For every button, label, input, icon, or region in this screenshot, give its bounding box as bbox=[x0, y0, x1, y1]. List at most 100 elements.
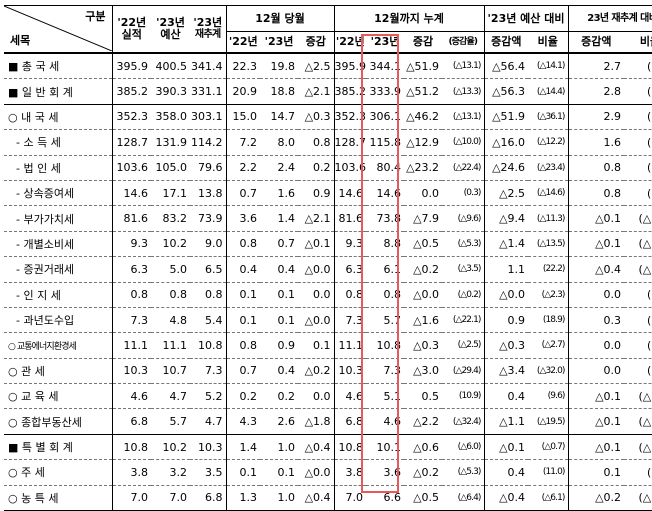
row-name: ■ 총 국 세 bbox=[4, 53, 112, 80]
row-value: (△32.4) bbox=[442, 408, 485, 435]
header-vs-budget: '23년 예산 대비 bbox=[483, 5, 569, 32]
row-value: △0.1 bbox=[567, 408, 625, 435]
row-value: (△0.2) bbox=[442, 282, 485, 308]
header-vs-reestimate: 23년 재추계 대비 bbox=[567, 5, 652, 32]
row-value: 1.1 bbox=[483, 256, 529, 283]
row-value: △0.1 bbox=[483, 434, 529, 461]
row-value: 9.3 bbox=[111, 231, 151, 258]
row-value: (△13.1) bbox=[442, 104, 485, 131]
row-value: △2.5 bbox=[483, 180, 529, 207]
row-value: 4.6 bbox=[111, 383, 151, 410]
row-value: 19.8 bbox=[260, 53, 298, 80]
row-value: 0.9 bbox=[260, 332, 298, 359]
row-value: 14.6 bbox=[111, 180, 151, 207]
row-value: △7.9 bbox=[404, 205, 443, 232]
row-value: (△23.4) bbox=[528, 155, 569, 181]
row-value: 0.7 bbox=[225, 180, 260, 207]
table-row: ○ 농 특 세 7.0 7.0 6.8 1.3 1.0 △0.4 7.0 6.6 △0.5 (△6.… bbox=[4, 485, 652, 511]
row-value: 73.9 bbox=[190, 205, 226, 232]
row-value: 114.2 bbox=[190, 129, 226, 156]
row-value: (△0.7) bbox=[528, 434, 569, 461]
row-value: 0.8 bbox=[111, 282, 151, 308]
row-value: 4.6 bbox=[333, 383, 367, 410]
row-value: (5.6) bbox=[624, 307, 652, 334]
row-value: (△10.0) bbox=[442, 129, 485, 156]
row-value: △1.4 bbox=[483, 231, 529, 258]
row-value: 1.4 bbox=[260, 205, 298, 232]
row-name: ○ 주 세 bbox=[4, 459, 112, 486]
row-value: (△2.7) bbox=[528, 332, 569, 359]
table-row: ○ 주 세 3.8 3.2 3.5 0.1 0.1 △0.0 3.8 3.6 △0.2 (△5.3)… bbox=[4, 459, 652, 486]
row-value: (△22.4) bbox=[442, 155, 485, 181]
row-value: 105.0 bbox=[151, 155, 190, 181]
tax-revenue-table: 구분 세목 '22년 실적 '23년 예산 '23년 재추계 12월 당월 12월까지… bbox=[4, 5, 652, 511]
sub-header: '23년 bbox=[260, 31, 298, 54]
row-value: 131.9 bbox=[151, 129, 190, 156]
row-value: △0.5 bbox=[404, 231, 443, 258]
row-value: 0.8 bbox=[298, 129, 335, 156]
row-value: 0.1 bbox=[225, 282, 260, 308]
row-value: △2.2 bbox=[404, 408, 443, 435]
row-value: 306.1 bbox=[366, 104, 405, 131]
row-value: (18.9) bbox=[528, 307, 569, 334]
row-value: 11.1 bbox=[151, 332, 190, 359]
row-value: (△11.3) bbox=[528, 205, 569, 232]
table-row: ○ 종합부동산세 6.8 5.7 4.7 4.3 2.6 △1.8 6.8 4.6 △2.2 (△3… bbox=[4, 408, 652, 435]
row-value: 0.9 bbox=[483, 307, 529, 334]
row-value: 6.8 bbox=[190, 485, 226, 511]
row-value: 10.2 bbox=[151, 434, 190, 461]
row-value: 6.5 bbox=[190, 256, 226, 283]
row-value: △0.4 bbox=[298, 485, 335, 511]
row-value: △0.3 bbox=[298, 104, 335, 131]
table-row: - 과년도수입 7.3 4.8 5.4 0.1 0.1 △0.0 7.3 5.7 △1.6 (△22… bbox=[4, 307, 652, 334]
row-value: 10.8 bbox=[190, 332, 226, 359]
row-value: (△6.0) bbox=[442, 434, 485, 461]
table-row: ■ 특 별 회 계 10.8 10.2 10.3 1.4 1.0 △0.4 10.8 10.1 △… bbox=[4, 434, 652, 461]
row-value: (△6.4) bbox=[442, 485, 485, 511]
row-value: 103.6 bbox=[111, 155, 151, 181]
sub-header: '22년 bbox=[333, 31, 367, 54]
row-value: (△12.2) bbox=[528, 129, 569, 156]
sub-header: (증감율) bbox=[442, 31, 485, 54]
table-row: - 인 지 세 0.8 0.8 0.8 0.1 0.1 0.0 0.8 0.8 △0.0 (△0.2… bbox=[4, 282, 652, 308]
row-value: 1.3 bbox=[225, 485, 260, 511]
table-row: - 부가가치세 81.6 83.2 73.9 3.6 1.4 △2.1 81.6 73.8 △7.… bbox=[4, 205, 652, 232]
sub-header: 비율 bbox=[528, 31, 569, 54]
row-value: (△5.3) bbox=[442, 459, 485, 486]
row-name: - 부가가치세 bbox=[4, 205, 112, 232]
row-value: (△1.4) bbox=[624, 408, 652, 435]
row-value: (△2.3) bbox=[528, 282, 569, 308]
sub-header: 증감 bbox=[298, 31, 335, 54]
row-value: △0.5 bbox=[404, 485, 443, 511]
row-value: (9.6) bbox=[528, 383, 569, 410]
row-value: 344.1 bbox=[366, 53, 405, 80]
row-name: ■ 특 별 회 계 bbox=[4, 434, 112, 461]
row-value: 0.1 bbox=[298, 332, 335, 359]
row-name: - 과년도수입 bbox=[4, 307, 112, 334]
row-value: (△1.4) bbox=[624, 383, 652, 410]
row-value: 2.7 bbox=[567, 53, 625, 80]
row-value: 11.1 bbox=[333, 332, 367, 359]
table-row: ■ 총 국 세 395.9 400.5 341.4 22.3 19.8 △2.5 395.9 3… bbox=[4, 53, 652, 80]
row-value: (△36.1) bbox=[528, 104, 569, 131]
row-value: △1.6 bbox=[404, 307, 443, 334]
row-value: 7.0 bbox=[333, 485, 367, 511]
row-value: 4.7 bbox=[151, 383, 190, 410]
row-value: 3.6 bbox=[225, 205, 260, 232]
row-value: (1.0) bbox=[624, 155, 652, 181]
row-value: 7.3 bbox=[333, 307, 367, 334]
row-value: (△14.1) bbox=[528, 53, 569, 80]
row-value: 6.6 bbox=[366, 485, 405, 511]
row-value: 10.1 bbox=[366, 434, 405, 461]
row-value: 0.1 bbox=[567, 459, 625, 486]
row-value: △0.2 bbox=[404, 256, 443, 283]
row-value: 0.2 bbox=[225, 383, 260, 410]
row-value: 0.4 bbox=[483, 459, 529, 486]
row-value: △1.8 bbox=[298, 408, 335, 435]
row-value: 2.6 bbox=[260, 408, 298, 435]
row-value: (△14.6) bbox=[528, 180, 569, 207]
row-value: 73.8 bbox=[366, 205, 405, 232]
row-value: 0.1 bbox=[225, 307, 260, 334]
row-name: - 증권거래세 bbox=[4, 256, 112, 283]
row-value: 4.8 bbox=[151, 307, 190, 334]
